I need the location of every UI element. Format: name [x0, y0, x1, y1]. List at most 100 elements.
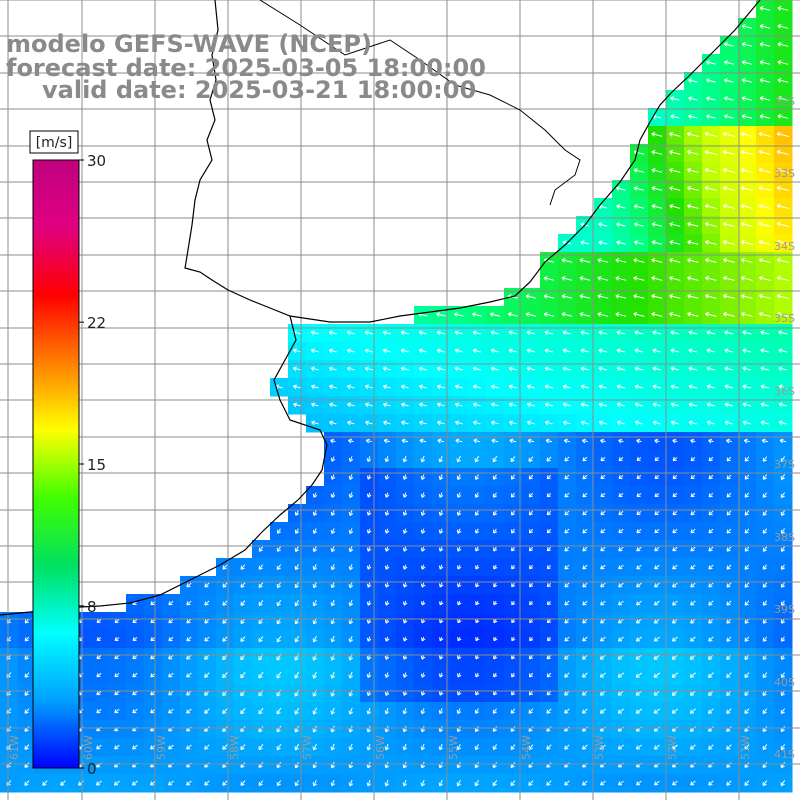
wind-arrow-head [742, 420, 747, 426]
wind-arrow [331, 564, 335, 570]
wind-arrow [349, 635, 353, 643]
wind-arrow [186, 618, 192, 624]
wind-arrow-head [471, 312, 476, 317]
wind-arrow-head [294, 728, 299, 733]
wind-arrow [509, 385, 517, 389]
wind-arrow [723, 151, 735, 155]
wind-arrow [759, 277, 771, 281]
wind-arrow-head [762, 475, 767, 480]
wind-arrow-head [475, 673, 480, 678]
wind-arrow [742, 421, 752, 425]
wind-arrow-head [762, 709, 767, 714]
wind-arrow [564, 654, 570, 660]
wind-arrow [418, 331, 428, 335]
wind-arrow [294, 725, 300, 733]
wind-arrow [724, 349, 734, 353]
wind-arrow-head [636, 781, 641, 786]
wind-arrow-head [543, 276, 548, 281]
wind-arrow [723, 259, 735, 263]
wind-arrow [708, 744, 714, 750]
wind-arrow-head [276, 764, 281, 769]
wind-arrow [365, 331, 373, 335]
wind-arrow [561, 277, 573, 281]
wind-arrow-head [312, 692, 317, 697]
wind-arrow-head [186, 781, 191, 786]
wind-arrow [293, 403, 301, 407]
wind-arrow [618, 582, 624, 588]
wind-arrow-head [740, 131, 745, 137]
wind-arrow-head [758, 311, 763, 317]
wind-arrow-head [777, 114, 782, 119]
wind-arrow [651, 133, 663, 137]
wind-arrow-head [276, 781, 281, 787]
wind-arrow-head [330, 620, 336, 625]
wind-arrow-head [546, 673, 551, 678]
wind-arrow-head [597, 294, 602, 299]
wind-arrow [492, 762, 498, 768]
wind-arrow [295, 564, 299, 570]
wind-arrow-head [346, 330, 351, 336]
wind-arrow-head [489, 312, 494, 317]
wind-arrow-head [762, 763, 767, 769]
wind-arrow-head [579, 294, 584, 299]
wind-arrow [367, 761, 371, 769]
wind-arrow [437, 385, 445, 389]
wind-arrow [744, 492, 750, 498]
wind-arrow [760, 421, 770, 425]
wind-arrow [708, 600, 714, 606]
wind-arrow [313, 780, 317, 786]
wind-arrow-head [526, 330, 531, 335]
wind-arrow-head [348, 746, 354, 751]
wind-arrow-head [741, 114, 746, 119]
longitude-label: 51W [739, 735, 752, 760]
wind-arrow [598, 223, 608, 227]
wind-arrow [781, 564, 785, 570]
wind-arrow-head [365, 402, 370, 408]
wind-arrow-head [402, 547, 408, 552]
wind-arrow-head [618, 583, 623, 588]
wind-arrow [347, 331, 355, 335]
wind-arrow [651, 277, 663, 281]
wind-arrow-head [546, 475, 551, 480]
wind-arrow [349, 779, 353, 787]
wind-arrow [708, 528, 714, 534]
wind-arrow-head [258, 601, 263, 607]
wind-arrow-head [456, 782, 461, 787]
wind-arrow-head [780, 655, 785, 660]
wind-arrow-head [276, 583, 281, 589]
wind-arrow-head [708, 583, 713, 588]
wind-arrow-head [330, 511, 336, 516]
wind-arrow [580, 367, 590, 371]
wind-arrow [546, 708, 552, 714]
wind-arrow-head [420, 475, 426, 480]
title-model: modelo GEFS-WAVE (NCEP) [6, 30, 372, 58]
latitude-label: 35S [774, 312, 795, 325]
wind-arrow-head [744, 529, 749, 534]
wind-arrow-head [598, 330, 603, 335]
wind-arrow [618, 780, 624, 786]
wind-arrow-head [744, 493, 749, 498]
wind-arrow-head [672, 438, 677, 444]
wind-arrow-head [776, 203, 781, 209]
wind-arrow-head [402, 493, 408, 498]
wind-arrow [294, 707, 300, 715]
longitude-label: 60W [82, 735, 95, 760]
wind-arrow-head [312, 746, 317, 751]
wind-arrow-head [688, 402, 693, 408]
wind-arrow [454, 313, 464, 317]
wind-arrow [439, 474, 443, 480]
wind-arrow [472, 331, 482, 335]
wind-arrow [331, 707, 335, 715]
wind-arrow-head [687, 185, 692, 191]
wind-arrow [760, 367, 770, 371]
wind-arrow-head [492, 764, 497, 769]
wind-arrow [741, 313, 753, 317]
wind-arrow-head [672, 601, 677, 606]
wind-arrow-head [366, 673, 372, 679]
wind-arrow-head [348, 511, 354, 516]
wind-arrow-head [616, 402, 621, 408]
wind-arrow [493, 474, 497, 480]
wind-arrow [313, 761, 317, 769]
wind-arrow [617, 672, 625, 678]
wind-arrow-head [670, 330, 675, 335]
